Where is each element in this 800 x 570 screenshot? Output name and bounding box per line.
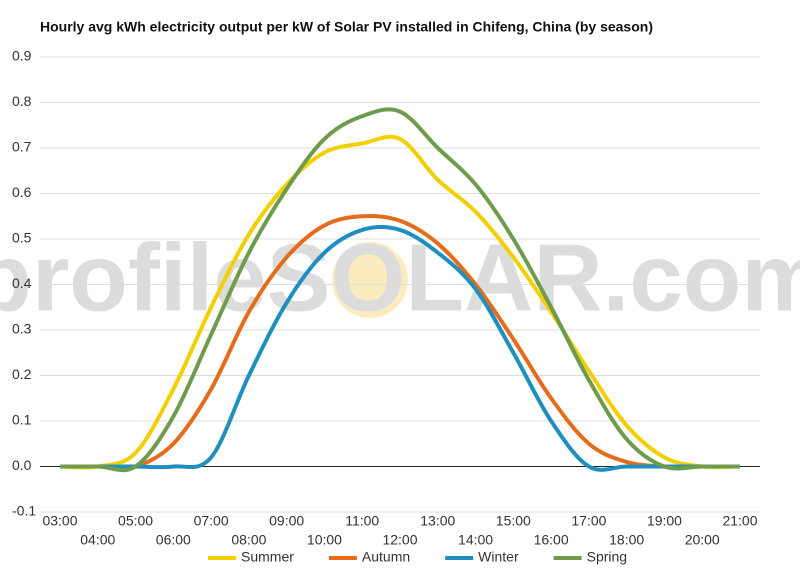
x-tick-label: 04:00 bbox=[80, 532, 115, 548]
y-tick-label: 0.2 bbox=[12, 366, 32, 382]
x-tick-label: 06:00 bbox=[156, 532, 191, 548]
x-tick-label: 03:00 bbox=[42, 513, 77, 529]
x-tick-label: 05:00 bbox=[118, 513, 153, 529]
legend-label: Spring bbox=[587, 549, 627, 565]
x-tick-label: 18:00 bbox=[609, 532, 644, 548]
y-tick-label: 0.1 bbox=[12, 412, 32, 428]
x-tick-label: 15:00 bbox=[496, 513, 531, 529]
x-tick-label: 16:00 bbox=[534, 532, 569, 548]
watermark-sun bbox=[332, 242, 408, 318]
x-tick-label: 09:00 bbox=[269, 513, 304, 529]
legend-label: Winter bbox=[478, 549, 519, 565]
legend-label: Autumn bbox=[362, 549, 410, 565]
y-tick-label: 0.9 bbox=[12, 48, 32, 64]
chart-title: Hourly avg kWh electricity output per kW… bbox=[40, 19, 653, 35]
x-tick-label: 20:00 bbox=[685, 532, 720, 548]
y-tick-label: 0.0 bbox=[12, 457, 32, 473]
series-line bbox=[60, 107, 740, 473]
x-tick-label: 08:00 bbox=[231, 532, 266, 548]
series-line bbox=[60, 214, 740, 471]
x-tick-label: 11:00 bbox=[345, 513, 379, 529]
y-tick-label: 0.4 bbox=[12, 275, 32, 291]
y-tick-label: -0.1 bbox=[12, 503, 36, 519]
x-tick-label: 10:00 bbox=[307, 532, 342, 548]
y-tick-label: 0.5 bbox=[12, 230, 32, 246]
legend-label: Summer bbox=[241, 549, 294, 565]
x-tick-label: 17:00 bbox=[571, 513, 606, 529]
x-tick-label: 12:00 bbox=[382, 532, 417, 548]
x-tick-label: 13:00 bbox=[420, 513, 455, 529]
y-tick-label: 0.6 bbox=[12, 184, 32, 200]
series-line bbox=[59, 134, 741, 470]
y-tick-label: 0.8 bbox=[12, 93, 32, 109]
x-tick-label: 07:00 bbox=[194, 513, 229, 529]
y-tick-label: 0.7 bbox=[12, 139, 32, 155]
x-tick-label: 21:00 bbox=[722, 513, 757, 529]
y-tick-label: 0.3 bbox=[12, 321, 32, 337]
x-tick-label: 19:00 bbox=[647, 513, 682, 529]
watermark: profileSOLAR.com bbox=[0, 224, 800, 331]
series-line bbox=[60, 225, 740, 472]
x-tick-label: 14:00 bbox=[458, 532, 493, 548]
